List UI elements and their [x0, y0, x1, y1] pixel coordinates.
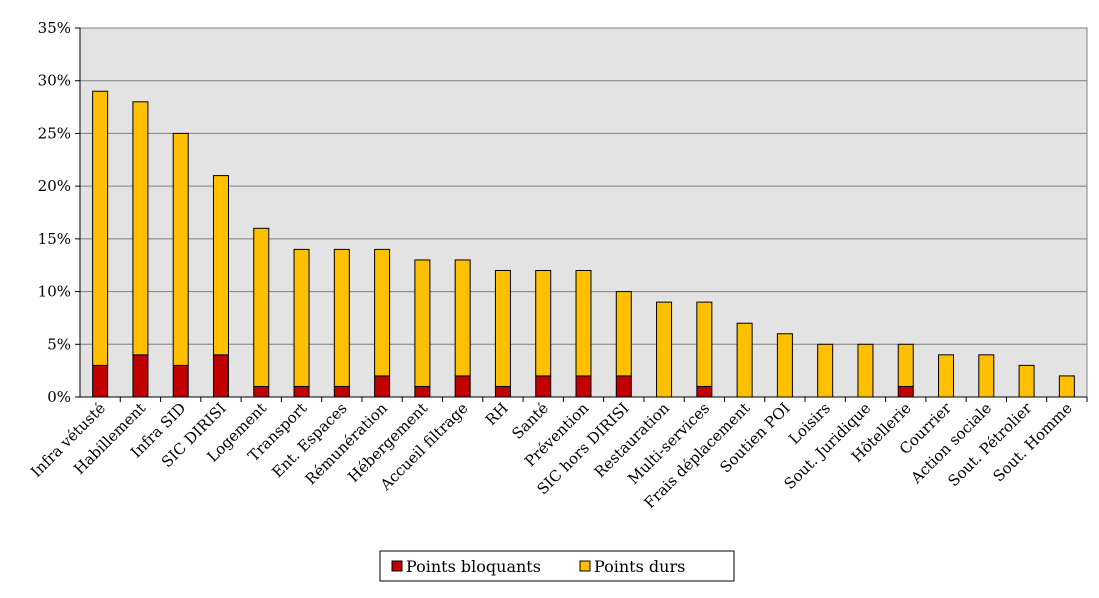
bar-segment — [253, 227, 270, 387]
bar-segment — [172, 132, 189, 366]
bar-segment — [374, 375, 391, 398]
bar-segment — [374, 248, 391, 377]
y-tick-label: 10% — [38, 283, 71, 301]
y-tick-label: 5% — [47, 335, 71, 353]
bar-segment — [696, 301, 713, 387]
bar-segment — [494, 269, 511, 387]
bar-segment — [736, 322, 753, 398]
bar-segment — [454, 259, 471, 377]
y-tick-label: 0% — [47, 388, 71, 406]
legend-label: Points durs — [594, 557, 685, 576]
y-tick-label: 35% — [38, 19, 71, 37]
bar-segment — [293, 385, 310, 398]
bar-segment — [414, 259, 431, 387]
bar-segment — [938, 354, 955, 398]
bar-segment — [897, 385, 914, 398]
bar-segment — [535, 269, 552, 377]
bar-segment — [615, 291, 632, 377]
bar-segment — [212, 175, 229, 356]
bar-segment — [817, 343, 834, 398]
bar-segment — [92, 364, 109, 398]
y-tick-label: 15% — [38, 230, 71, 248]
bar-segment — [293, 248, 310, 387]
y-tick-label: 20% — [38, 177, 71, 195]
legend: Points bloquants Points durs — [379, 550, 735, 582]
y-tick-label: 30% — [38, 72, 71, 90]
bar-segment — [776, 333, 793, 398]
bar-segment — [656, 301, 673, 398]
bar-segment — [978, 354, 995, 398]
legend-box — [379, 550, 735, 582]
bar-segment — [132, 354, 149, 398]
bar-segment — [575, 269, 592, 377]
bar-segment — [333, 385, 350, 398]
x-tick-label: RH — [482, 399, 512, 429]
bar-segment — [857, 343, 874, 398]
bar-segment — [132, 101, 149, 356]
legend-label: Points bloquants — [406, 557, 541, 576]
bar-segment — [454, 375, 471, 398]
bar-segment — [535, 375, 552, 398]
legend-swatch — [391, 560, 403, 572]
bar-segment — [212, 354, 229, 398]
legend-swatch — [579, 560, 591, 572]
bar-segment — [1018, 364, 1035, 398]
bar-segment — [696, 385, 713, 398]
bar-segment — [615, 375, 632, 398]
bar-segment — [494, 385, 511, 398]
bar-segment — [172, 364, 189, 398]
axes — [79, 28, 1088, 402]
bar-segment — [92, 90, 109, 366]
bars — [92, 90, 1075, 398]
gridlines — [75, 27, 1087, 398]
bar-segment — [575, 375, 592, 398]
y-tick-label: 25% — [38, 124, 71, 142]
bar-segment — [253, 385, 270, 398]
bar-segment — [1058, 375, 1075, 398]
bar-segment — [897, 343, 914, 387]
y-tick-labels: 0% 5% 10% 15% 20% 25% 30% 35% — [38, 19, 71, 406]
bar-segment — [333, 248, 350, 387]
bar-segment — [414, 385, 431, 398]
